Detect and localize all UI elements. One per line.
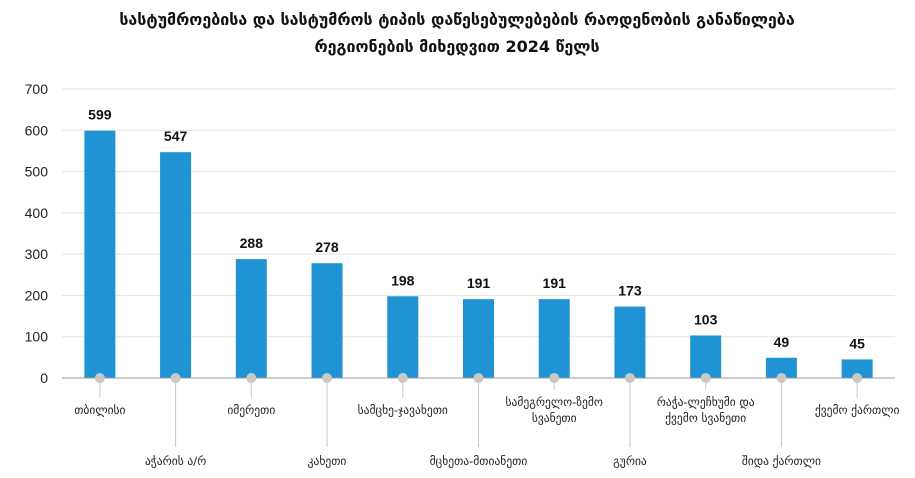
bar xyxy=(235,259,267,378)
data-label: 173 xyxy=(618,283,642,299)
data-label: 45 xyxy=(849,335,865,351)
category-marker xyxy=(473,373,484,383)
category-marker xyxy=(624,373,635,383)
data-label: 288 xyxy=(240,235,264,251)
data-label: 547 xyxy=(164,128,188,144)
category-marker xyxy=(322,373,333,383)
x-tick-label-line: გურია xyxy=(613,454,647,468)
bar xyxy=(311,263,343,378)
x-tick-label: იმერეთი xyxy=(227,403,275,417)
x-tick-label: თბილისი xyxy=(74,403,125,417)
data-label: 191 xyxy=(543,275,567,291)
category-marker xyxy=(852,373,863,383)
bars: 599 547 288 278 198 191 191 173 103 49 45 xyxy=(84,107,873,378)
x-tick-label-line: სამეგრელო-ზემო xyxy=(506,395,603,409)
y-tick-label: 200 xyxy=(25,287,49,303)
x-tick-label-line: ქვემო სვანეთი xyxy=(665,411,746,425)
x-tick-label-line: აჭარის ა/რ xyxy=(145,454,206,468)
x-tick-label: მცხეთა-მთიანეთი xyxy=(430,454,528,468)
x-tick-label-line: კახეთი xyxy=(308,454,347,468)
y-tick-label: 700 xyxy=(25,81,49,97)
chart-title-line-1: სასტუმროებისა და სასტუმროს ტიპის დაწესებ… xyxy=(119,10,795,29)
x-tick-label-line: ქვემო ქართლი xyxy=(815,403,900,417)
x-tick-label: შიდა ქართლი xyxy=(742,454,821,468)
y-tick-label: 400 xyxy=(25,205,49,221)
y-tick-label: 600 xyxy=(25,122,49,138)
x-tick-label: ქვემო ქართლი xyxy=(815,403,900,417)
category-marker xyxy=(94,373,105,383)
x-tick-label: აჭარის ა/რ xyxy=(145,454,206,468)
x-tick-label: რაჭა-ლეჩხუმი და ქვემო სვანეთი xyxy=(657,395,755,425)
x-tick-label: კახეთი xyxy=(308,454,347,468)
data-label: 49 xyxy=(774,334,790,350)
y-tick-label: 500 xyxy=(25,164,49,180)
category-marker xyxy=(170,373,181,383)
x-tick-label-line: მცხეთა-მთიანეთი xyxy=(430,454,528,468)
bar xyxy=(614,306,646,378)
category-marker xyxy=(246,373,257,383)
data-label: 278 xyxy=(315,239,339,255)
chart-title-line-2: რეგიონების მიხედვით 2024 წელს xyxy=(314,37,599,56)
x-tick-label-line: იმერეთი xyxy=(227,403,275,417)
x-tick-label: გურია xyxy=(613,454,647,468)
category-marker xyxy=(549,373,560,383)
category-marker xyxy=(700,373,711,383)
bar xyxy=(690,335,722,378)
y-axis: 0 100 200 300 400 500 600 700 xyxy=(25,81,49,386)
x-axis: თბილისი აჭარის ა/რ იმერეთი კახეთი სამცხე-ჯავ… xyxy=(62,373,899,468)
bar xyxy=(765,357,797,378)
category-marker xyxy=(776,373,787,383)
x-tick-label: სამეგრელო-ზემო სვანეთი xyxy=(506,395,603,425)
data-label: 198 xyxy=(391,272,415,288)
category-marker xyxy=(397,373,408,383)
gridlines xyxy=(62,88,895,338)
data-label: 599 xyxy=(88,107,112,123)
data-label: 103 xyxy=(694,311,718,327)
bar xyxy=(387,296,419,378)
x-tick-label-line: თბილისი xyxy=(74,403,125,417)
x-tick-label-line: სამცხე-ჯავახეთი xyxy=(358,403,448,417)
y-tick-label: 0 xyxy=(40,370,48,386)
data-label: 191 xyxy=(467,275,491,291)
y-tick-label: 300 xyxy=(25,246,49,262)
x-tick-label-line: რაჭა-ლეჩხუმი და xyxy=(657,395,755,409)
y-tick-label: 100 xyxy=(25,329,49,345)
bar xyxy=(538,299,570,378)
bar xyxy=(84,130,116,378)
bar xyxy=(841,359,873,378)
x-tick-label-line: სვანეთი xyxy=(532,411,577,425)
x-tick-label: სამცხე-ჯავახეთი xyxy=(358,403,448,417)
bar xyxy=(463,299,494,378)
bar xyxy=(160,152,192,378)
x-tick-label-line: შიდა ქართლი xyxy=(742,454,821,468)
